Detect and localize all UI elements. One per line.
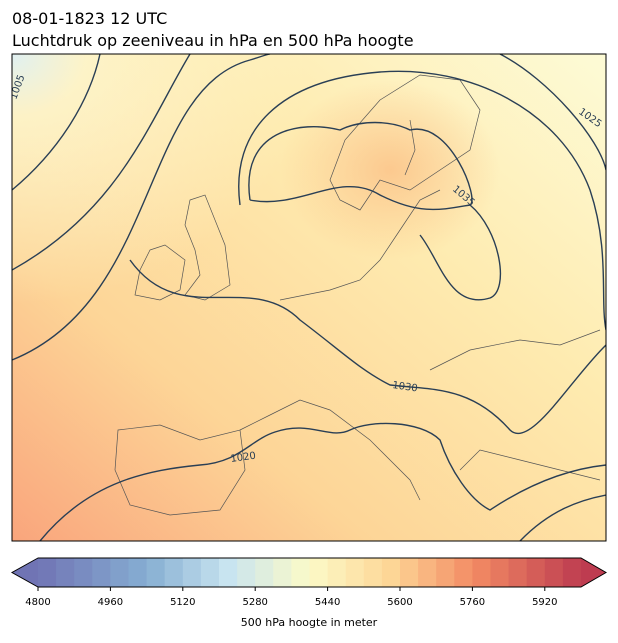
colorbar-outline [10,557,607,588]
colorbar-tick-label: 5920 [532,597,557,608]
colorbar-segment [92,558,111,587]
date: 08-01-1823 12 UTC [12,9,167,28]
colorbar-segment [490,558,510,587]
colorbar-segment [309,558,329,587]
contour-line [519,494,606,541]
colorbar-label: 500 hPa hoogte in meter [241,616,378,629]
colorbar-segment [164,558,184,587]
colorbar-segment [544,558,564,587]
colorbar-segment [526,558,546,587]
title: Luchtdruk op zeeniveau in hPa en 500 hPa… [12,31,414,50]
coastline [114,74,601,516]
contour-line [12,54,606,361]
colorbar-tick-label: 4800 [25,597,50,608]
colorbar-segment [291,558,310,587]
colorbar-tick-label: 5280 [242,597,267,608]
colorbar-segment [128,558,148,587]
contour-line [238,70,606,331]
colorbar-segment [255,558,274,587]
contour-label: 1030 [392,380,419,394]
colorbar: 4800 4960 5120 5280 5440 5600 5760 5920 [10,557,607,608]
contour-line [248,121,502,301]
colorbar-segment [38,558,57,587]
colorbar-extend [581,558,606,587]
map-frame [11,53,607,542]
colorbar-segment [182,558,202,587]
colorbar-tick-label: 4960 [98,597,123,608]
colorbar-segment [508,558,528,587]
colorbar-segment [418,558,437,587]
colorbar-segment [237,558,256,587]
colorbar-segment [400,558,419,587]
contour-label: 1020 [230,451,257,465]
map-shade [12,54,312,304]
colorbar-segment [146,558,166,587]
contour-line [39,422,606,541]
colorbar-segment [381,558,401,587]
colorbar-tick-label: 5120 [170,597,195,608]
colorbar-segment [345,558,365,587]
colorbar-segment [219,558,238,587]
colorbar-segment [273,558,292,587]
colorbar-segment [562,558,582,587]
contour-line [12,54,101,191]
contour-line [129,259,606,434]
colorbar-segment [200,558,220,587]
map-shade [280,80,500,260]
colorbar-segment [74,558,93,587]
colorbar-tick-label: 5760 [460,597,485,608]
contour-line [12,54,191,271]
colorbar-segment [110,558,129,587]
colorbar-segment [472,558,491,587]
colorbar-segment [454,558,473,587]
colorbar-segment [363,558,383,587]
colorbar-segment [436,558,455,587]
colorbar-segment [327,558,347,587]
colorbar-segment [56,558,75,587]
colorbar-tick-label: 5440 [315,597,340,608]
colorbar-extend [12,558,38,587]
map: 1005 1025 1035 1030 1020 [12,54,606,541]
colorbar-tick-label: 5600 [387,597,412,608]
